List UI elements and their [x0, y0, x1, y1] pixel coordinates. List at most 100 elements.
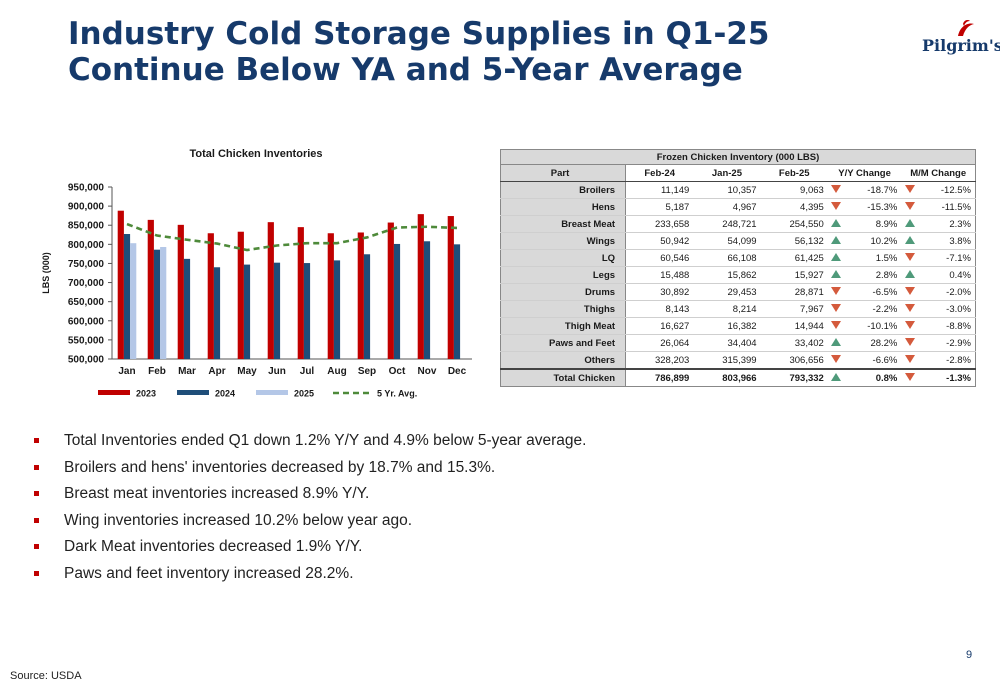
- bullet-item: Broilers and hens' inventories decreased…: [30, 455, 830, 482]
- jan25-value: 4,967: [693, 198, 761, 216]
- legend-swatch-2025: [256, 390, 288, 395]
- bullet-text: Total Inventories ended Q1 down 1.2% Y/Y…: [64, 432, 587, 449]
- legend-swatch-2024: [177, 390, 209, 395]
- mm-change-value: 3.8%: [918, 232, 977, 250]
- line-5yr-avg: [126, 222, 458, 252]
- down-triangle-icon: [831, 320, 842, 329]
- down-triangle-icon: [831, 354, 842, 363]
- bullet-item: Breast meat inventories increased 8.9% Y…: [30, 481, 830, 508]
- mm-change-value: -1.3%: [918, 368, 977, 387]
- bullet-item: Wing inventories increased 10.2% below y…: [30, 508, 830, 535]
- table-row: Others 328,203 315,399 306,656 -6.6% -2.8%: [499, 351, 977, 370]
- part-name: Thigh Meat: [499, 317, 627, 335]
- part-name: Hens: [499, 198, 627, 216]
- jan25-value: 10,357: [693, 181, 761, 199]
- yy-direction: [827, 232, 845, 250]
- down-triangle-icon: [904, 303, 915, 312]
- part-name: Wings: [499, 232, 627, 250]
- logo-wordmark: Pilgrim's: [922, 36, 1000, 55]
- jan25-value: 15,862: [693, 266, 761, 284]
- mm-direction: [901, 266, 919, 284]
- y-tick-label: 750,000: [68, 259, 105, 270]
- yy-change-value: 10.2%: [844, 232, 902, 250]
- mm-direction: [901, 198, 919, 216]
- feb24-value: 50,942: [625, 232, 694, 250]
- up-triangle-icon: [831, 372, 842, 381]
- down-triangle-icon: [904, 337, 915, 346]
- rooster-logo-icon: [958, 20, 974, 36]
- bar-2024-dec: [453, 244, 461, 359]
- feb25-value: 56,132: [760, 232, 828, 250]
- table-caption: Frozen Chicken Inventory (000 LBS): [500, 149, 976, 165]
- x-tick-label: Jul: [300, 366, 315, 377]
- bullet-square-icon: [34, 544, 39, 550]
- feb24-value: 786,899: [625, 368, 694, 387]
- jan25-value: 803,966: [693, 368, 761, 387]
- part-name: Drums: [499, 283, 627, 301]
- down-triangle-icon: [831, 303, 842, 312]
- bullet-square-icon: [34, 517, 39, 523]
- part-name: Legs: [499, 266, 627, 284]
- slide-title-line-1: Industry Cold Storage Supplies in Q1-25: [68, 16, 770, 52]
- feb25-value: 15,927: [760, 266, 828, 284]
- jan25-value: 315,399: [693, 351, 761, 370]
- bar-2025-jan: [130, 243, 137, 359]
- x-tick-label: Jun: [268, 366, 286, 377]
- frozen-inventory-table: Frozen Chicken Inventory (000 LBS) Part Fe…: [499, 149, 977, 387]
- feb24-value: 30,892: [625, 283, 694, 301]
- feb24-value: 8,143: [625, 300, 694, 318]
- bar-2023-apr: [207, 233, 214, 359]
- bar-2023-feb: [147, 219, 154, 359]
- bullet-text: Wing inventories increased 10.2% below y…: [64, 511, 413, 529]
- feb24-value: 328,203: [625, 351, 694, 370]
- feb25-value: 4,395: [760, 198, 828, 216]
- source-note: Source: USDA: [10, 670, 82, 682]
- bullet-square-icon: [34, 464, 39, 470]
- down-triangle-icon: [904, 372, 915, 381]
- mm-direction: [901, 215, 919, 233]
- feb25-value: 793,332: [760, 368, 828, 387]
- feb25-value: 7,967: [760, 300, 828, 318]
- bar-2023-sep: [357, 232, 364, 359]
- header-feb24: Feb-24: [625, 164, 694, 182]
- bar-2025-feb: [160, 247, 167, 359]
- feb25-value: 14,944: [760, 317, 828, 335]
- bar-2023-nov: [417, 214, 424, 359]
- bar-2024-aug: [333, 260, 341, 359]
- feb25-value: 61,425: [760, 249, 828, 267]
- bar-2023-oct: [387, 222, 394, 359]
- jan25-value: 34,404: [693, 334, 761, 352]
- jan25-value: 66,108: [693, 249, 761, 267]
- table-row: Wings 50,942 54,099 56,132 10.2% 3.8%: [499, 232, 977, 250]
- yy-change-value: 0.8%: [844, 368, 902, 387]
- total-chicken-inventories-chart: Total Chicken Inventories LBS (000) 500,00…: [41, 148, 472, 399]
- x-tick-label: May: [237, 366, 257, 377]
- table-row: Hens 5,187 4,967 4,395 -15.3% -11.5%: [499, 198, 977, 216]
- x-tick-label: Apr: [208, 366, 225, 377]
- legend-label: 2025: [294, 389, 314, 399]
- bullet-item: Dark Meat inventories decreased 1.9% Y/Y…: [30, 534, 830, 561]
- bar-2023-mar: [177, 224, 184, 359]
- part-name: Thighs: [499, 300, 627, 318]
- mm-direction: [901, 317, 919, 335]
- up-triangle-icon: [831, 337, 842, 346]
- bar-2024-nov: [423, 241, 431, 359]
- yy-direction: [827, 351, 845, 370]
- mm-change-value: -3.0%: [918, 300, 977, 318]
- feb25-value: 306,656: [760, 351, 828, 370]
- x-tick-label: Feb: [148, 366, 166, 377]
- mm-direction: [901, 368, 919, 387]
- yy-change-value: 2.8%: [844, 266, 902, 284]
- bar-2023-may: [237, 231, 244, 359]
- up-triangle-icon: [831, 269, 842, 278]
- feb25-value: 254,550: [760, 215, 828, 233]
- legend-label: 5 Yr. Avg.: [377, 389, 417, 399]
- yy-direction: [827, 334, 845, 352]
- bar-2024-jul: [303, 263, 311, 359]
- header-jan25: Jan-25: [693, 164, 761, 182]
- part-name: Total Chicken: [499, 368, 627, 387]
- frozen-inventory-table-container: Frozen Chicken Inventory (000 LBS) Part Fe…: [499, 149, 977, 387]
- mm-change-value: 0.4%: [918, 266, 977, 284]
- bar-2023-jun: [267, 222, 274, 359]
- y-tick-label: 700,000: [68, 278, 105, 289]
